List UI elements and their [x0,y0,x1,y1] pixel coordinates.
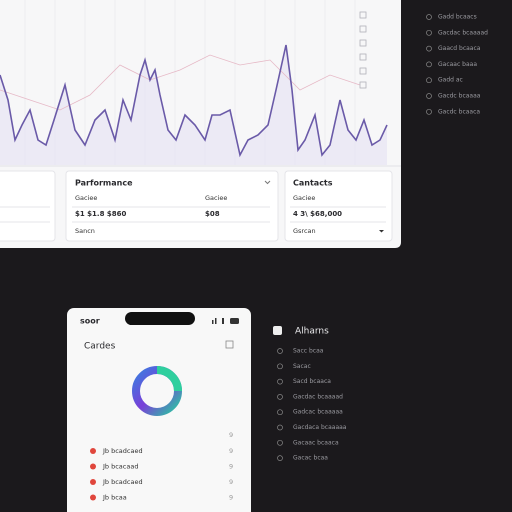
icon [277,455,283,461]
label: Gaciee [75,194,97,202]
sidebar-item[interactable]: Gacdc bcaaaa [438,93,481,100]
icon [277,409,283,416]
icon [277,348,283,354]
row-value: 9 [229,447,233,455]
status-dot [90,463,96,470]
value: 4 3\ $68,000 [293,210,342,218]
value: $08 [205,210,220,218]
sidebar-item[interactable]: Gacdc bcaaca [438,108,480,115]
sidebar-item[interactable]: Gadd bcaacs [438,14,477,21]
alert-item[interactable]: Gacac bcaa [293,455,328,462]
phone-list: Jb bcadcaed 9 Jb bcacaad 9 Jb bcadcaed 9 Jb bc… [90,447,233,502]
icon [277,363,283,370]
row-value: 9 [229,478,233,486]
footer: Sancn [75,227,95,235]
alerts-list: Sacc bcaa Sacac Sacd bcaaca Gacdac bcaaaad G… [277,348,347,462]
label: Gaciee [205,194,227,202]
chart-line-secondary [0,54,361,111]
sidebar-item[interactable]: Gadd ac [438,77,463,84]
chart-line [0,44,388,158]
footer: Gsrcan [293,227,316,235]
icon [426,77,432,84]
alert-item[interactable]: Gacdac bcaaaad [293,393,343,400]
alert-item[interactable]: Gacaac bcaaca [293,439,339,446]
icon [277,394,283,400]
alerts-title: Alharns [295,327,329,337]
chart-area [0,45,387,165]
icon [426,29,432,36]
row-label: Jb bcaa [102,494,127,502]
alert-item[interactable]: Sacc bcaa [293,348,324,355]
alert-item[interactable]: Gadcac bcaaaaa [293,409,343,416]
notch [125,312,195,325]
status-dot [90,448,96,454]
status-icons [212,318,239,324]
icon [426,108,432,115]
icon [426,93,432,99]
icon [426,14,432,20]
status-time: soor [80,317,100,326]
chevron[interactable] [264,180,271,185]
icon [426,45,432,52]
dropdown[interactable] [379,230,384,233]
panel [65,170,279,242]
sidebar-item[interactable]: Gaacd bcaaca [438,45,481,52]
alerts-icon [273,326,282,335]
alert-item[interactable]: Sacd bcaaca [293,378,331,385]
icon [277,424,283,431]
sidebar-item[interactable]: Gacaac baaa [438,61,477,68]
phone-title: Cardes [84,342,116,352]
icon [277,378,283,385]
icon [426,61,432,68]
row-label: Jb bcacaad [102,463,138,471]
row-label: Jb bcadcaed [102,478,143,486]
alert-item[interactable]: Sacac [293,363,311,370]
status-dot [90,494,96,501]
alert-item[interactable]: Gacdaca bcaaaaa [293,424,347,431]
value: $1 $1.8 $860 [75,210,126,218]
chart-toolbar [359,11,367,89]
status-dot [90,479,96,485]
icon [277,439,283,446]
donut-segment [156,366,182,392]
icon[interactable] [225,340,234,349]
panel [284,170,393,242]
value: 9 [229,431,233,439]
sidebar: Gadd bcaacs Gacdac bcaaaad Gaacd bcaaca Gac… [426,14,488,115]
panel-title: Cantacts [293,179,333,188]
row-value: 9 [229,463,233,471]
row-label: Jb bcadcaed [102,447,143,455]
row-value: 9 [229,494,233,502]
panel [0,170,56,242]
panel-title: Parformance [75,179,133,188]
sidebar-item[interactable]: Gacdac bcaaaad [438,29,488,36]
label: Gaciee [293,194,315,202]
